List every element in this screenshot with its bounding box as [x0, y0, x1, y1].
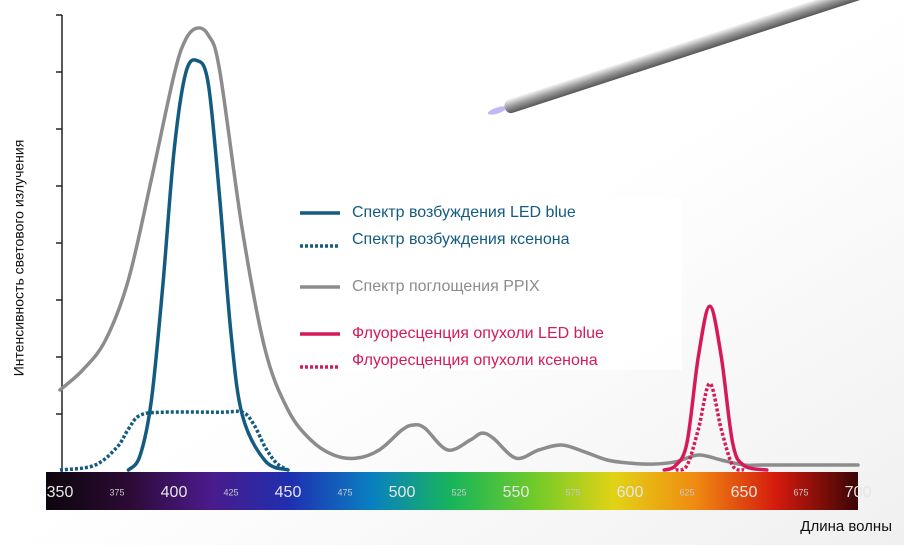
legend-label: Спектр возбуждения ксенона — [352, 231, 570, 248]
x-tick-label: 675 — [793, 487, 808, 497]
y-axis-label: Интенсивность светового излучения — [11, 140, 27, 377]
legend-label: Спектр поглощения PPIX — [352, 278, 540, 295]
x-tick-label: 375 — [109, 487, 124, 497]
page: {"chart_data":{"type":"line", "y_label":… — [0, 0, 904, 545]
chart: 350 375 400 425 450 475 500 525 550 575 600 625 650 6… — [0, 0, 904, 545]
x-tick-label: 500 — [389, 484, 416, 501]
x-tick-label: 625 — [679, 487, 694, 497]
x-tick-label: 575 — [565, 487, 580, 497]
legend-label: Флуоресценция опухоли LED blue — [352, 325, 604, 342]
x-tick-label: 425 — [223, 487, 238, 497]
x-tick-label: 550 — [503, 484, 530, 501]
x-axis-label: Длина волны — [800, 518, 892, 535]
x-tick-label: 700 — [845, 484, 872, 501]
x-tick-label: 475 — [337, 487, 352, 497]
x-tick-label: 525 — [451, 487, 466, 497]
x-tick-label: 600 — [617, 484, 644, 501]
x-tick-label: 350 — [47, 484, 74, 501]
legend-label: Спектр возбуждения LED blue — [352, 204, 576, 221]
x-tick-label: 650 — [731, 484, 758, 501]
x-tick-label: 450 — [275, 484, 302, 501]
x-tick-label: 400 — [161, 484, 188, 501]
legend-label: Флуоресценция опухоли ксенона — [352, 352, 598, 369]
